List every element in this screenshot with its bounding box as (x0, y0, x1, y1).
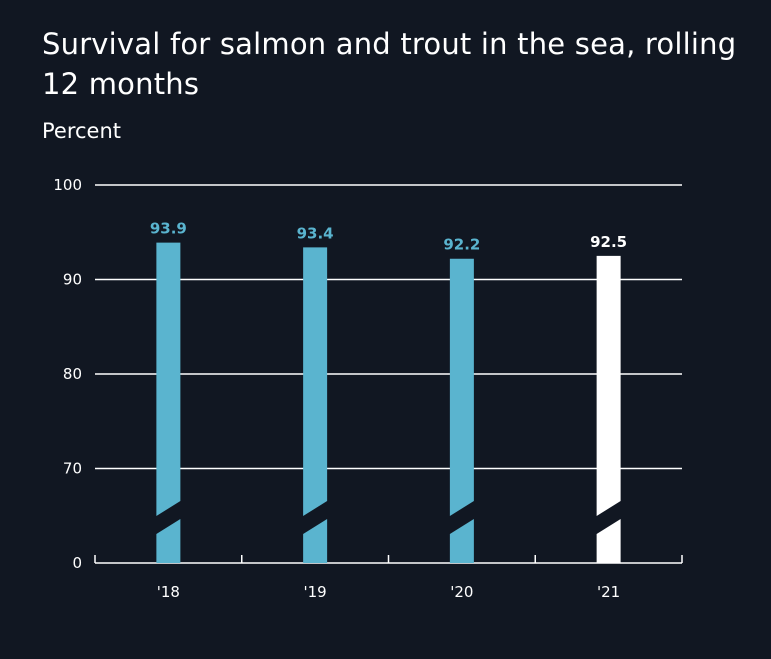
bar-lower (156, 519, 181, 563)
data-label: 92.2 (443, 236, 480, 254)
bar-lower (596, 519, 621, 563)
data-label: 92.5 (590, 233, 627, 251)
x-tick-label: '20 (450, 583, 473, 601)
chart-unit-label: Percent (42, 119, 122, 143)
y-tick-label: 80 (63, 365, 82, 383)
y-tick-label: 100 (53, 176, 82, 194)
chart-title: Survival for salmon and trout in the sea… (42, 27, 737, 101)
bar-upper (449, 258, 474, 516)
y-tick-label: 70 (63, 460, 82, 478)
y-tick-label: 90 (63, 271, 82, 289)
x-tick-label: '21 (597, 583, 620, 601)
data-label: 93.9 (150, 220, 187, 238)
bar-upper (156, 242, 181, 516)
bar-upper (596, 255, 621, 516)
bar-lower (449, 519, 474, 563)
x-tick-label: '18 (157, 583, 180, 601)
data-label: 93.4 (297, 224, 334, 242)
bar-upper (303, 247, 328, 516)
x-tick-label: '19 (304, 583, 327, 601)
bar-lower (303, 519, 328, 563)
y-tick-label: 0 (72, 554, 82, 572)
